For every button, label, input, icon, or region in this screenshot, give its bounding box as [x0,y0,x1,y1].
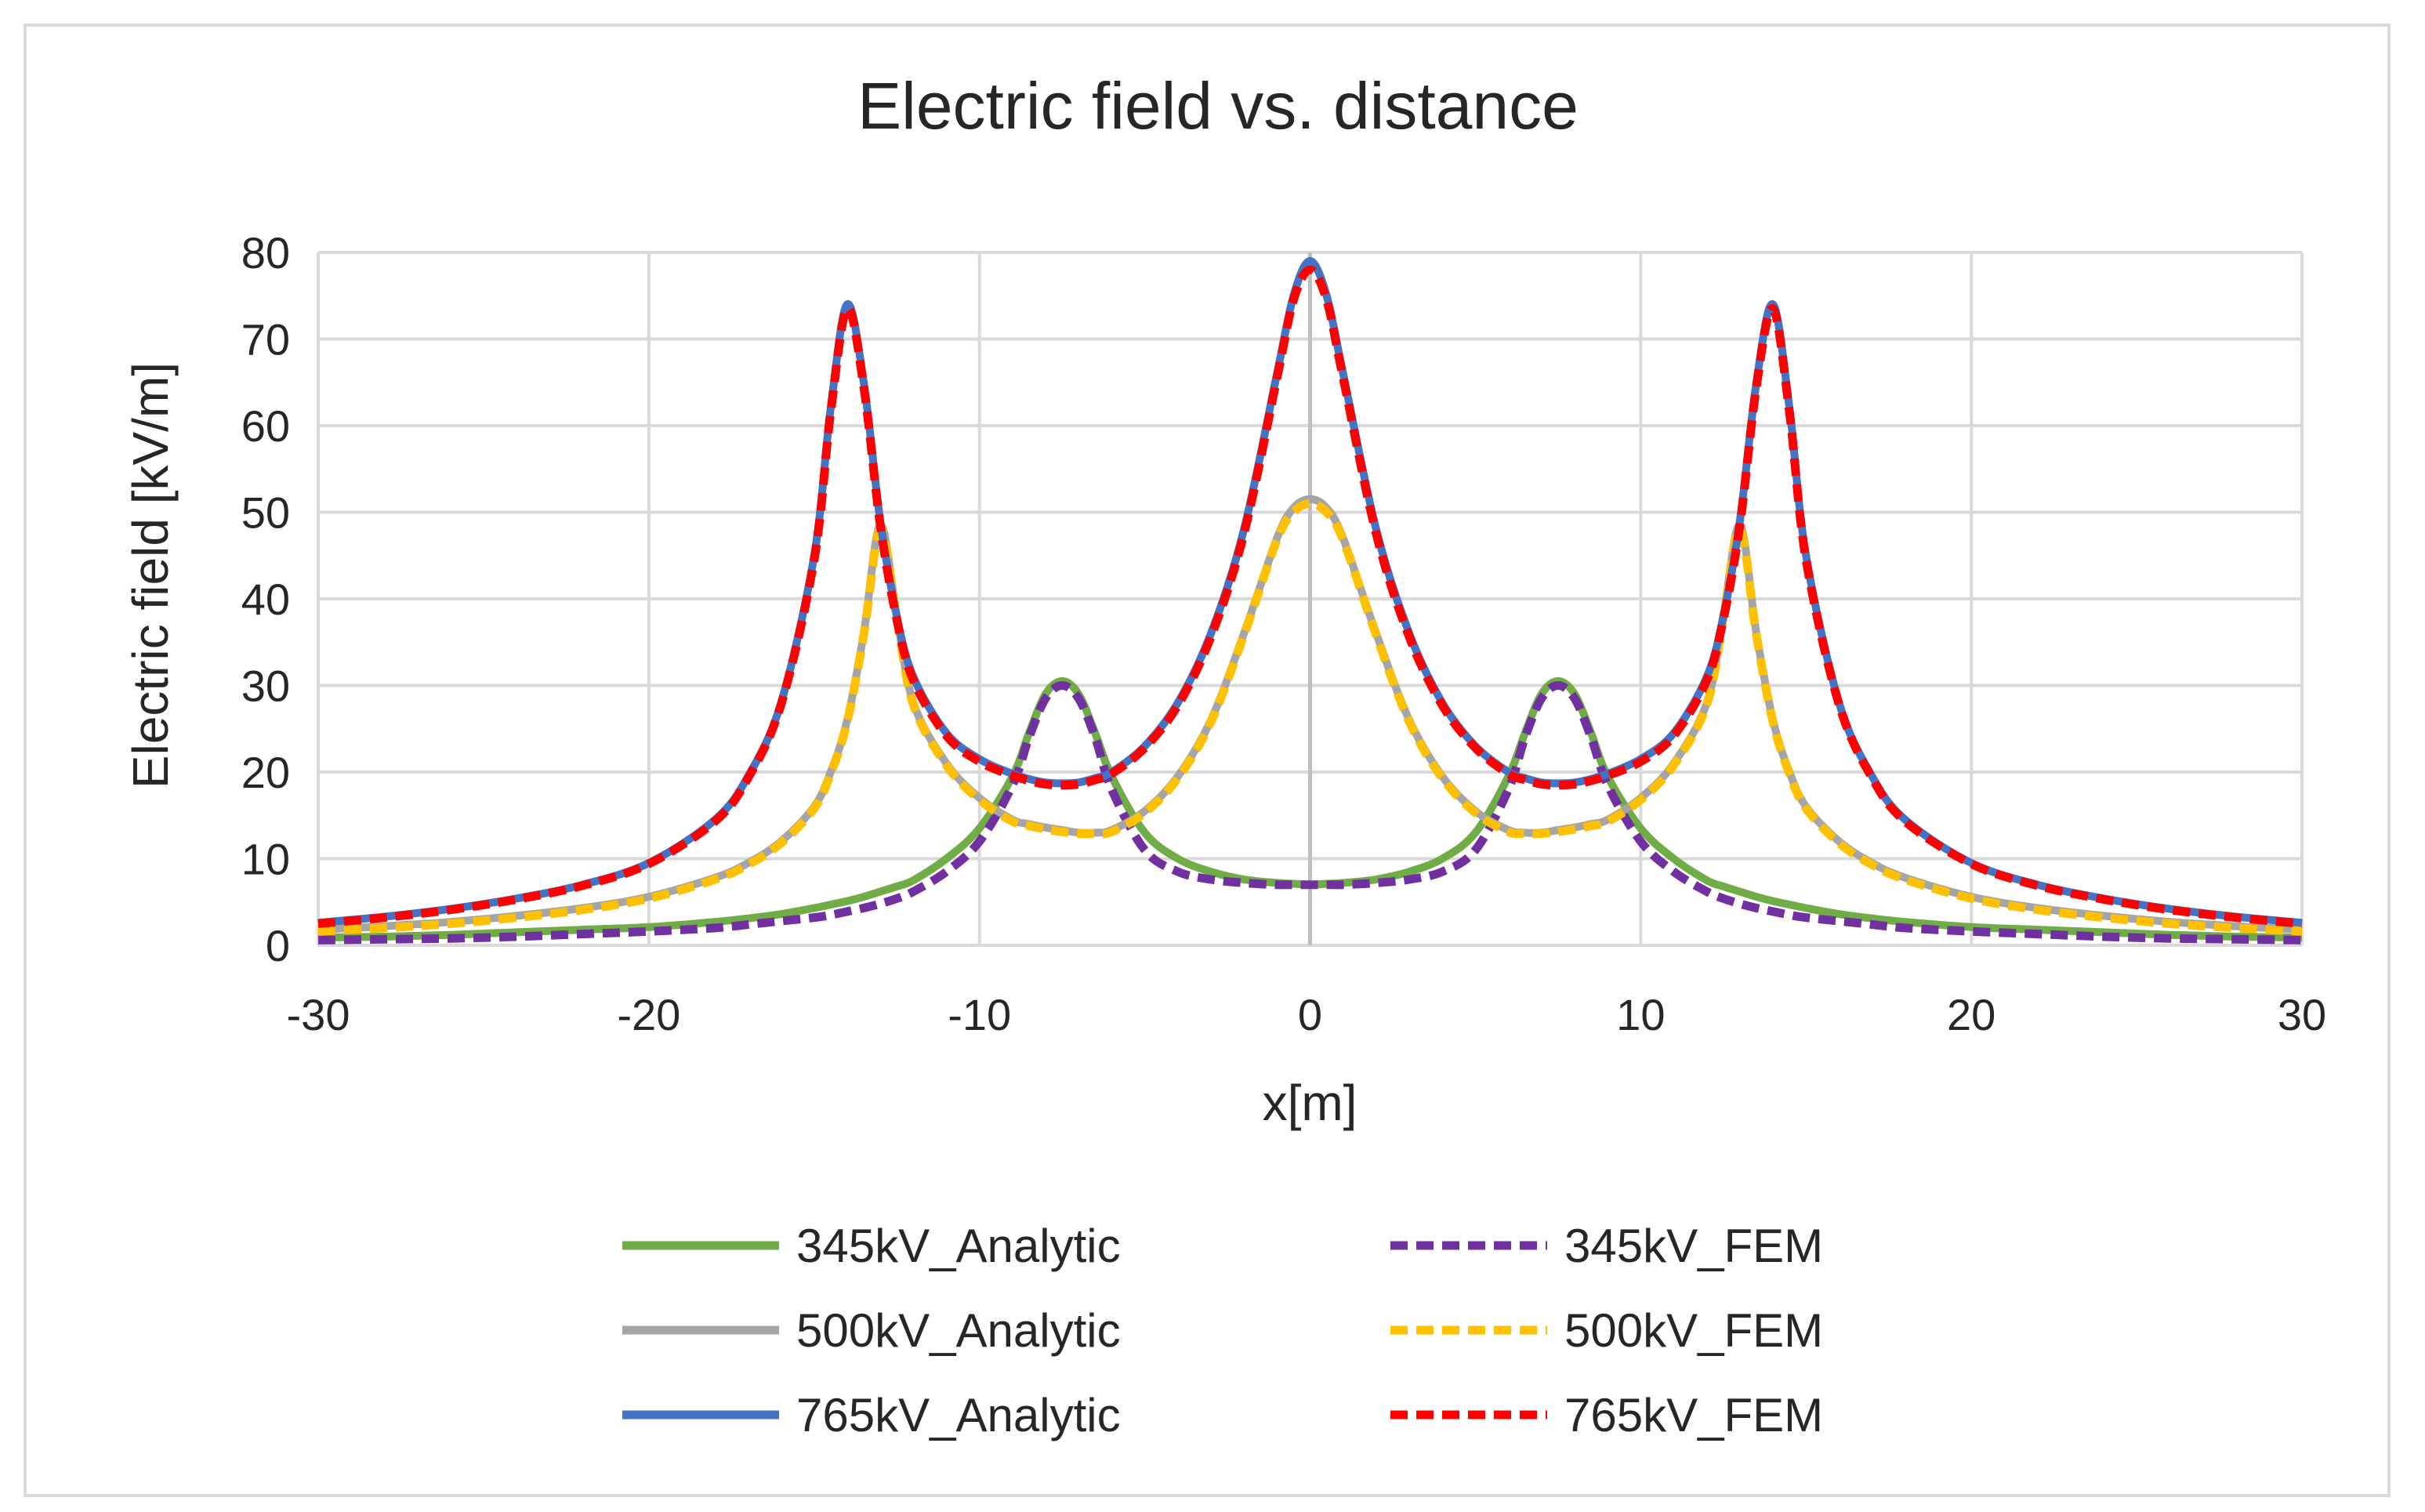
x-tick-label: 10 [1616,990,1665,1039]
y-tick-label: 50 [241,488,290,538]
legend-label-765kv-analytic: 765kV_Analytic [796,1389,1121,1441]
series-line-500kv-fem [317,499,2303,936]
y-axis-title: Electric field [kV/m] [122,362,179,789]
y-tick-label: 70 [241,315,290,364]
legend-label-500kv-fem: 500kV_FEM [1564,1304,1823,1357]
x-axis-title: x[m] [1263,1075,1357,1131]
y-tick-label: 40 [241,575,290,624]
legend: 345kV_Analytic 345kV_FEM 500kV_Analytic 500… [622,1220,1823,1441]
legend-label-345kv-fem: 345kV_FEM [1564,1220,1823,1272]
chart-frame: Electric field vs. distance 0 10 20 30 40 50 6… [24,24,2391,1497]
chart-title: Electric field vs. distance [857,69,1579,143]
x-tick-label: 0 [1298,990,1322,1039]
legend-label-500kv-analytic: 500kV_Analytic [796,1304,1121,1357]
x-tick-label: 30 [2278,990,2326,1039]
series-line-765kv-fem [317,265,2303,928]
axes [318,252,2302,947]
chart-svg: Electric field vs. distance 0 10 20 30 40 50 6… [122,69,2326,1441]
y-tick-label: 60 [241,401,290,451]
y-tick-label: 20 [241,748,290,797]
tick-labels: 0 10 20 30 40 50 60 70 80 -30 -20 -10 0 10 20 30 [241,228,2326,1039]
plot-area [317,257,2303,945]
x-tick-label: 20 [1947,990,1995,1039]
y-tick-label: 10 [241,835,290,884]
y-tick-label: 0 [266,921,290,970]
series-line-345kv-fem [317,681,2303,945]
legend-label-345kv-analytic: 345kV_Analytic [796,1220,1121,1272]
x-tick-label: -10 [948,990,1011,1039]
x-tick-label: -30 [287,990,350,1039]
x-tick-label: -20 [617,990,680,1039]
y-tick-label: 80 [241,228,290,277]
legend-label-765kv-fem: 765kV_FEM [1564,1389,1823,1441]
y-tick-label: 30 [241,662,290,711]
